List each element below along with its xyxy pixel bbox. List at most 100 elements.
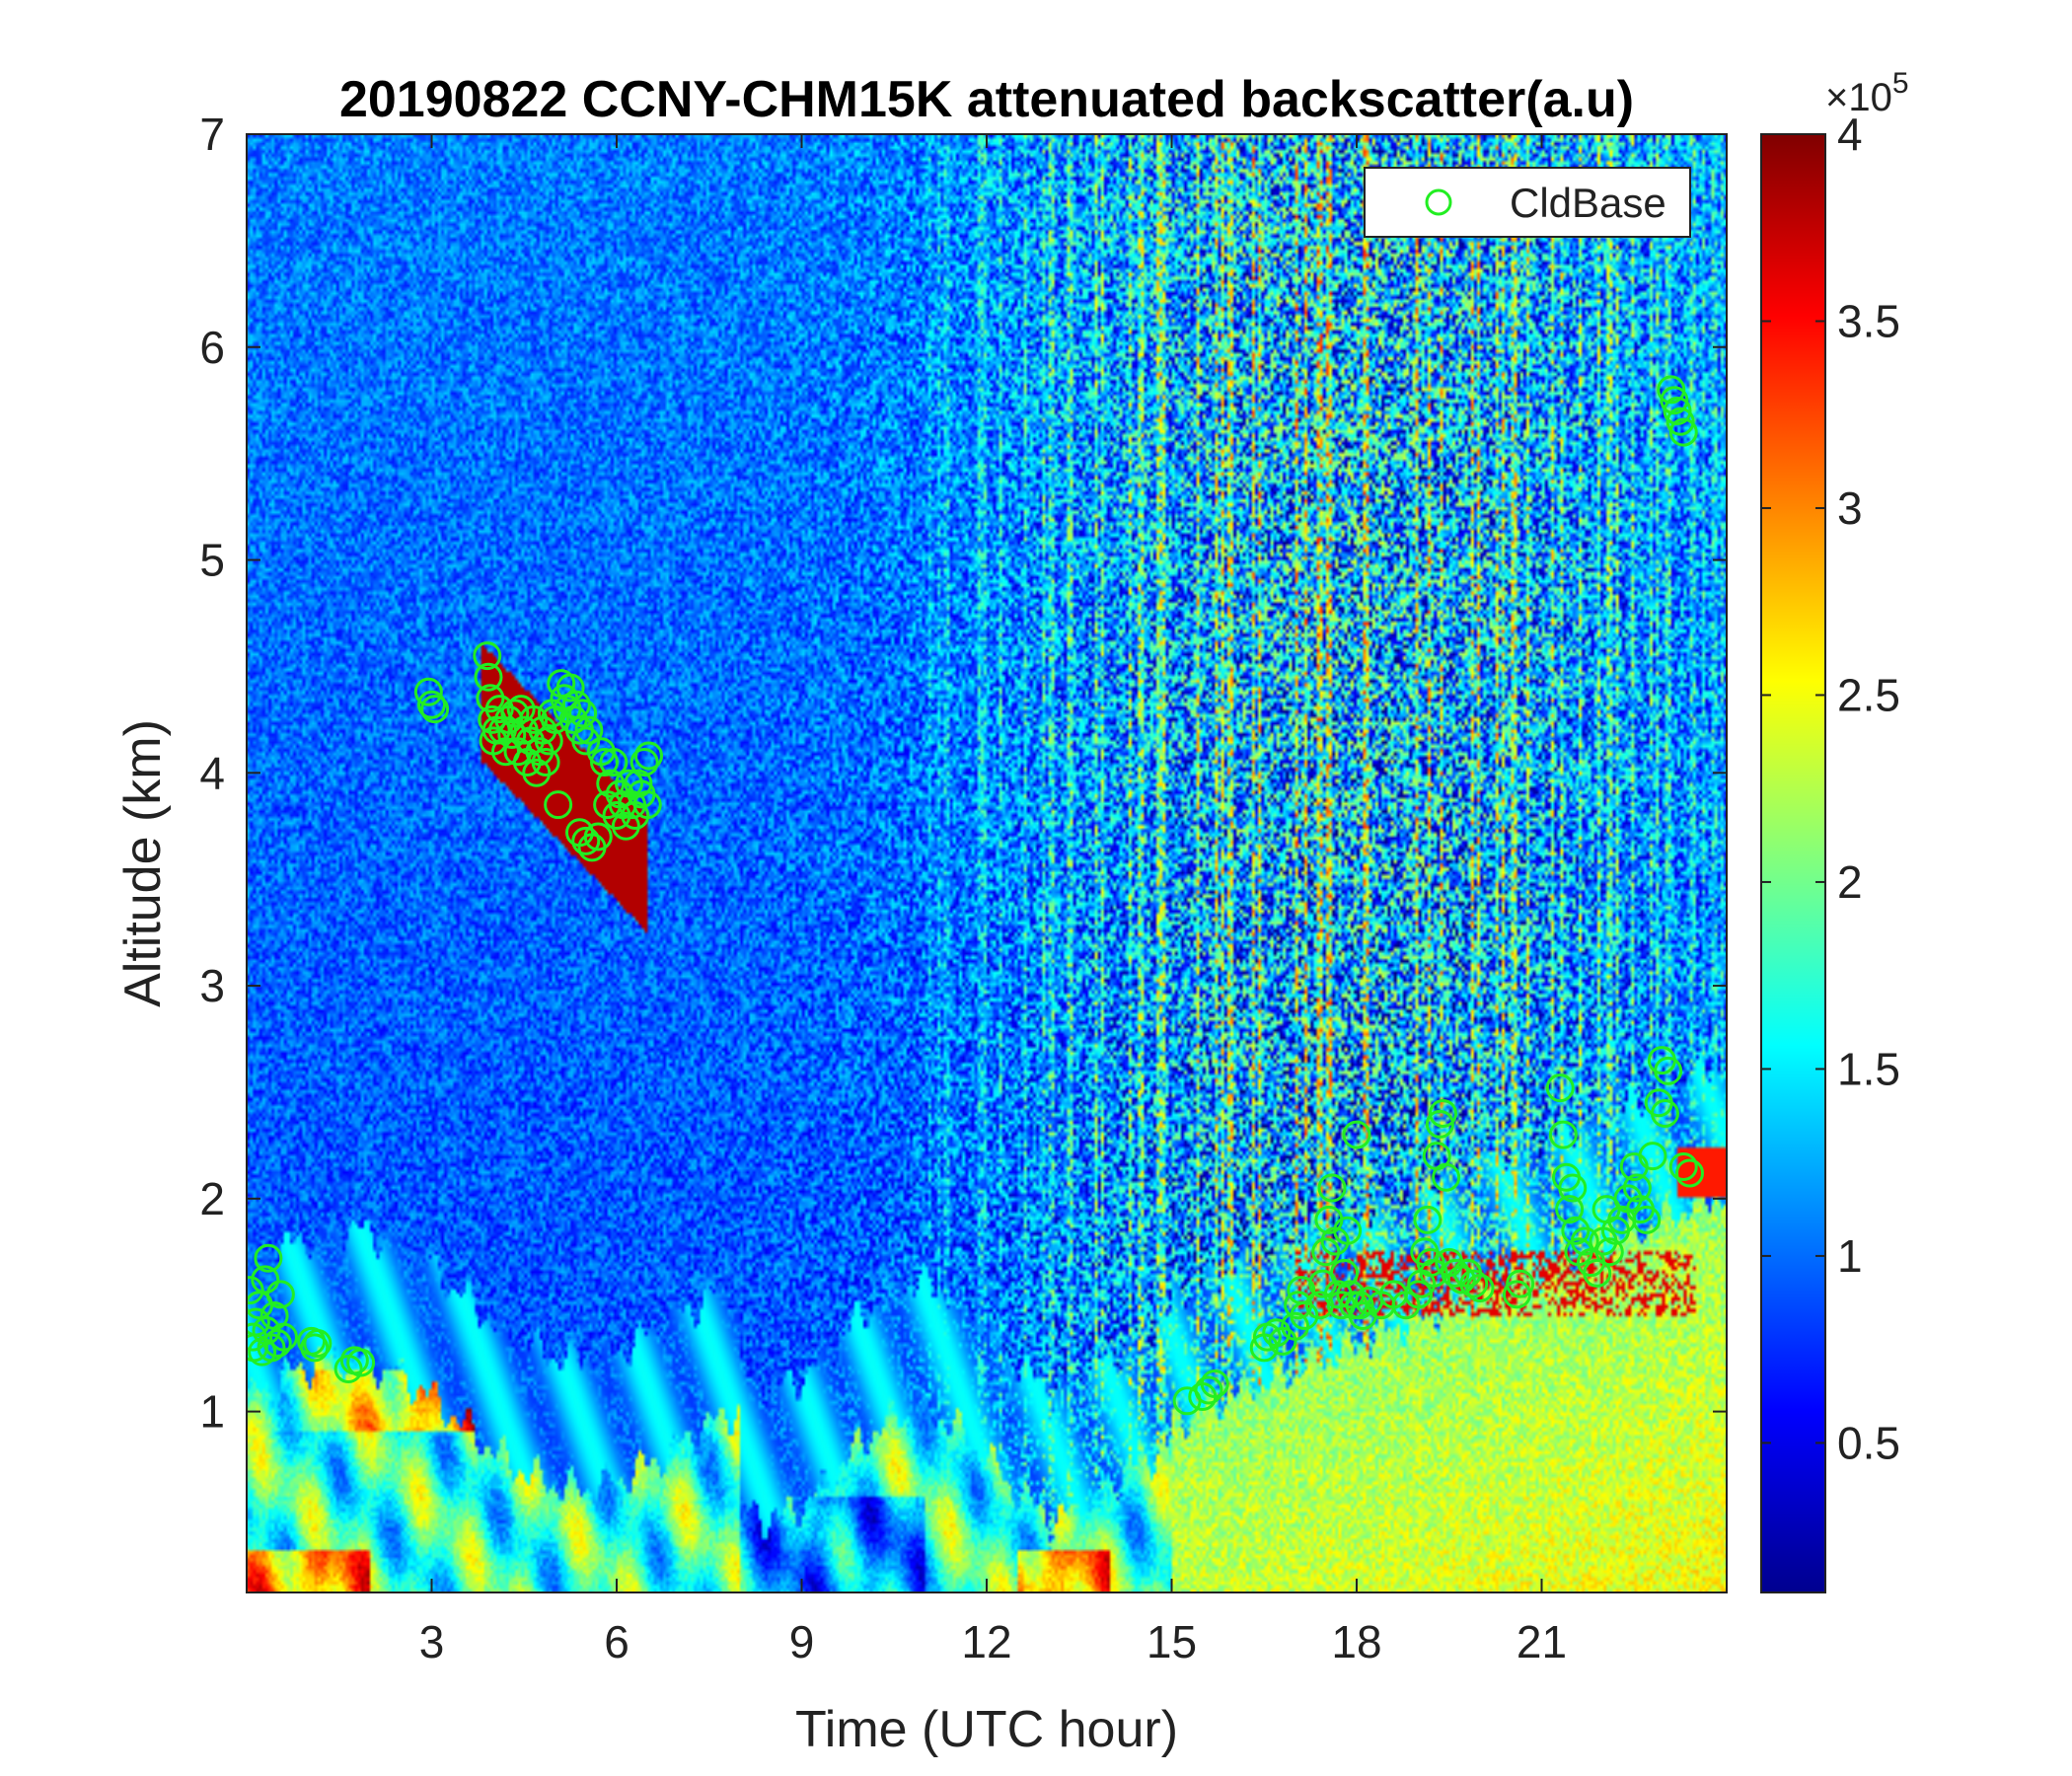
cldbase-point bbox=[618, 790, 647, 820]
x-tick-label: 3 bbox=[419, 1616, 445, 1667]
cldbase-point bbox=[262, 1329, 292, 1359]
colorbar-multiplier: ×105 bbox=[1825, 67, 1909, 119]
cldbase-point bbox=[1290, 1301, 1319, 1331]
cldbase-point bbox=[544, 790, 573, 820]
cldbase-point bbox=[247, 1307, 270, 1337]
cldbase-point bbox=[522, 758, 552, 787]
x-tick-label: 9 bbox=[789, 1616, 815, 1667]
cldbase-point bbox=[632, 790, 662, 820]
colorbar-tick-label: 4 bbox=[1837, 109, 1863, 160]
cldbase-point bbox=[247, 1276, 264, 1305]
cldbase-point bbox=[476, 684, 505, 713]
cldbase-point bbox=[590, 748, 619, 777]
colorbar-tick-label: 3 bbox=[1837, 482, 1863, 534]
cldbase-point bbox=[417, 690, 446, 719]
cldbase-point bbox=[1317, 1173, 1347, 1203]
cldbase-point bbox=[1594, 1237, 1624, 1267]
cldbase-point bbox=[1657, 375, 1686, 405]
cldbase-point bbox=[1665, 407, 1695, 436]
cldbase-point bbox=[1561, 1216, 1591, 1245]
cldbase-point bbox=[1558, 1173, 1588, 1203]
cldbase-point bbox=[1548, 1120, 1578, 1149]
x-tick-label: 18 bbox=[1331, 1616, 1381, 1667]
colorbar-tick-label: 1.5 bbox=[1837, 1043, 1900, 1094]
cldbase-point bbox=[300, 1333, 330, 1363]
cldbase-point bbox=[568, 699, 598, 728]
cldbase-point bbox=[1446, 1265, 1476, 1295]
cldbase-point bbox=[1425, 1109, 1454, 1139]
colorbar-tick-label: 3.5 bbox=[1837, 295, 1900, 346]
cldbase-point bbox=[1663, 396, 1692, 425]
cldbase-point bbox=[583, 822, 613, 851]
x-axis: 3 6 9 12 15 18 21 bbox=[419, 134, 1567, 1667]
cldbase-point bbox=[1583, 1258, 1612, 1288]
cldbase-point bbox=[474, 662, 503, 692]
cldbase-point bbox=[531, 748, 560, 777]
legend-marker-cldbase bbox=[1425, 188, 1452, 216]
y-tick-label: 5 bbox=[199, 535, 225, 586]
colorbar-multiplier-base: ×10 bbox=[1825, 76, 1892, 119]
y-axis-label: Altitude (km) bbox=[114, 719, 172, 1007]
cldbase-point bbox=[500, 699, 530, 728]
cldbase-point bbox=[1675, 1158, 1704, 1188]
cldbase-point bbox=[1333, 1216, 1363, 1245]
colorbar-tick-label: 0.5 bbox=[1837, 1417, 1900, 1468]
cldbase-point bbox=[634, 741, 663, 771]
cldbase-point bbox=[1419, 1258, 1448, 1288]
y-axis: 1 2 3 4 5 6 7 bbox=[199, 109, 1727, 1438]
backscatter-heatmap bbox=[247, 134, 1727, 1592]
cldbase-point bbox=[571, 826, 601, 855]
cldbase-point bbox=[1416, 1248, 1445, 1278]
y-tick-label: 3 bbox=[199, 960, 225, 1011]
cldbase-point bbox=[629, 748, 659, 777]
cldbase-point bbox=[1570, 1226, 1599, 1256]
cldbase-point bbox=[265, 1280, 295, 1309]
cldbase-markers bbox=[247, 375, 1704, 1416]
cldbase-point bbox=[1432, 1162, 1461, 1192]
cldbase-point bbox=[1262, 1318, 1292, 1348]
cldbase-point bbox=[596, 769, 626, 798]
colorbar-ticks: 0.5 1 1.5 2 2.5 3 3.5 4 bbox=[1761, 109, 1900, 1468]
cldbase-point bbox=[1632, 1205, 1662, 1234]
cldbase-point bbox=[1654, 1056, 1683, 1085]
y-tick-label: 6 bbox=[199, 322, 225, 373]
x-axis-label: Time (UTC hour) bbox=[795, 1701, 1178, 1758]
cldbase-point bbox=[413, 677, 443, 706]
cldbase-point bbox=[519, 704, 549, 734]
y-tick-label: 4 bbox=[199, 747, 225, 798]
cldbase-point bbox=[420, 695, 450, 724]
cldbase-point bbox=[574, 715, 604, 745]
cldbase-point bbox=[1545, 1073, 1575, 1103]
cldbase-point bbox=[1503, 1280, 1531, 1309]
cldbase-point bbox=[1311, 1237, 1341, 1267]
y-tick-label: 2 bbox=[199, 1173, 225, 1224]
legend-box bbox=[1364, 167, 1691, 238]
cldbase-point bbox=[346, 1348, 376, 1377]
cldbase-point bbox=[599, 748, 629, 777]
cldbase-point bbox=[1342, 1120, 1371, 1149]
cldbase-point bbox=[571, 726, 601, 756]
x-tick-label: 12 bbox=[961, 1616, 1011, 1667]
y-tick-label: 7 bbox=[199, 109, 225, 160]
plot-area bbox=[247, 134, 1727, 1592]
cldbase-point bbox=[269, 1322, 298, 1352]
colorbar-tick-label: 1 bbox=[1837, 1230, 1863, 1282]
cldbase-point bbox=[1429, 1099, 1457, 1129]
cldbase-point bbox=[1506, 1269, 1535, 1298]
cldbase-point bbox=[473, 641, 502, 671]
cldbase-point bbox=[1668, 417, 1698, 447]
x-tick-label: 21 bbox=[1517, 1616, 1567, 1667]
x-tick-label: 6 bbox=[604, 1616, 629, 1667]
colorbar: 0.5 1 1.5 2 2.5 3 3.5 4 ×105 bbox=[1760, 67, 1909, 1593]
chart-title: 20190822 CCNY-CHM15K attenuated backscat… bbox=[339, 71, 1634, 128]
x-tick-label: 15 bbox=[1147, 1616, 1197, 1667]
colorbar-gradient bbox=[1760, 133, 1826, 1593]
y-tick-label: 1 bbox=[199, 1386, 225, 1438]
cldbase-point bbox=[497, 719, 527, 749]
legend: CldBase bbox=[1364, 167, 1691, 238]
cldbase-point bbox=[1459, 1269, 1489, 1298]
cldbase-point bbox=[1622, 1173, 1652, 1203]
cldbase-point bbox=[1281, 1311, 1309, 1341]
cldbase-point bbox=[484, 695, 514, 724]
